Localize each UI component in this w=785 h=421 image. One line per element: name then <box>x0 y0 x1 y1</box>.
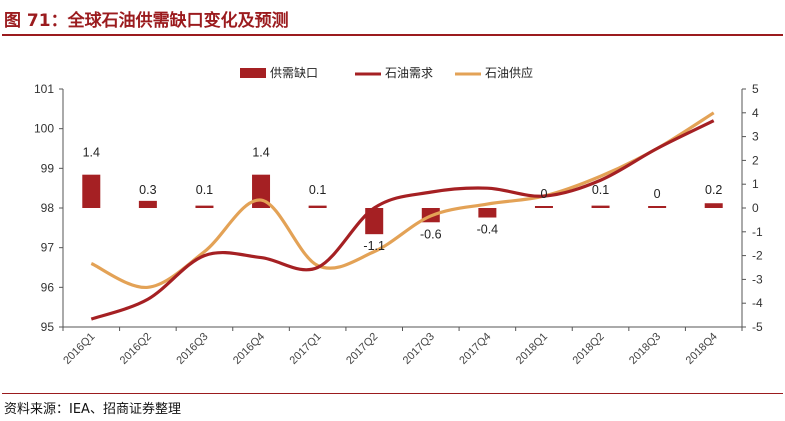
gap-bar <box>704 203 723 208</box>
legend-supply-label: 石油供应 <box>485 65 533 80</box>
right-axis-tick-label: -1 <box>752 225 763 239</box>
gap-bar <box>534 206 553 208</box>
gap-data-label: 0.1 <box>309 183 326 197</box>
right-axis-tick-label: 4 <box>752 106 759 120</box>
supply-line <box>90 111 715 289</box>
gap-data-label: 0.3 <box>139 183 156 197</box>
gap-data-label: 0.2 <box>705 183 722 197</box>
left-axis-tick-label: 100 <box>34 122 54 136</box>
title-divider <box>2 34 783 36</box>
gap-bar <box>648 206 667 208</box>
x-axis-tick-label: 2018Q2 <box>570 331 606 367</box>
x-axis-tick-label: 2016Q4 <box>231 331 267 367</box>
legend-gap-label: 供需缺口 <box>270 65 318 80</box>
left-axis-tick-label: 97 <box>41 241 55 255</box>
right-axis-tick-label: -4 <box>752 296 763 310</box>
right-axis-tick-label: -2 <box>752 249 763 263</box>
left-axis-tick-label: 98 <box>41 201 55 215</box>
gap-bar <box>478 208 497 218</box>
gap-bar <box>308 205 327 208</box>
gap-data-label: 0 <box>540 187 547 201</box>
legend-demand-label: 石油需求 <box>385 66 433 80</box>
figure-title: 图 71：全球石油供需缺口变化及预测 <box>4 11 289 31</box>
gap-data-label: -0.6 <box>420 227 442 241</box>
gap-data-label: -1.1 <box>363 239 385 253</box>
x-axis-tick-label: 2016Q1 <box>61 331 97 367</box>
x-axis-tick-label: 2017Q3 <box>401 331 437 367</box>
x-axis-tick-label: 2017Q2 <box>344 331 380 367</box>
left-axis-tick-label: 96 <box>41 280 55 294</box>
gap-data-label: 1.4 <box>83 146 100 160</box>
gap-bar <box>82 174 101 208</box>
source-note: 资料来源：IEA、招商证券整理 <box>4 402 181 417</box>
right-axis-tick-label: -5 <box>752 320 763 334</box>
gap-bar <box>365 208 384 235</box>
gap-data-label: 1.4 <box>252 146 269 160</box>
x-axis-tick-label: 2016Q2 <box>118 331 154 367</box>
footer-divider <box>2 393 783 394</box>
legend-gap-swatch <box>240 68 266 78</box>
x-axis-tick-label: 2018Q1 <box>514 331 550 367</box>
x-axis-tick-label: 2016Q3 <box>174 331 210 367</box>
gap-bar <box>591 205 610 208</box>
left-axis-tick-label: 95 <box>41 320 55 334</box>
right-axis-tick-label: 5 <box>752 82 759 96</box>
x-axis-tick-label: 2018Q3 <box>627 331 663 367</box>
right-axis-tick-label: 2 <box>752 153 759 167</box>
gap-data-label: 0.1 <box>196 183 213 197</box>
x-axis-tick-label: 2017Q1 <box>288 331 324 367</box>
left-axis-tick-label: 99 <box>41 161 55 175</box>
x-axis-tick-label: 2017Q4 <box>457 331 493 367</box>
gap-data-label: 0 <box>654 187 661 201</box>
right-axis-tick-label: -3 <box>752 272 763 286</box>
gap-data-label: 0.1 <box>592 183 609 197</box>
x-axis-tick-label: 2018Q4 <box>684 331 720 367</box>
gap-bar <box>138 200 157 208</box>
gap-data-label: -0.4 <box>477 223 499 237</box>
right-axis-tick-label: 3 <box>752 130 759 144</box>
chart: 95 96 97 98 99 100 101 -5 -4 -3 -2 -1 0 1 2 3 4 5 2016Q1 20… <box>34 65 763 367</box>
demand-line <box>90 119 715 321</box>
right-axis-tick-label: 1 <box>752 177 759 191</box>
right-axis-tick-label: 0 <box>752 201 759 215</box>
left-axis-tick-label: 101 <box>34 82 54 96</box>
gap-bar <box>195 205 214 208</box>
